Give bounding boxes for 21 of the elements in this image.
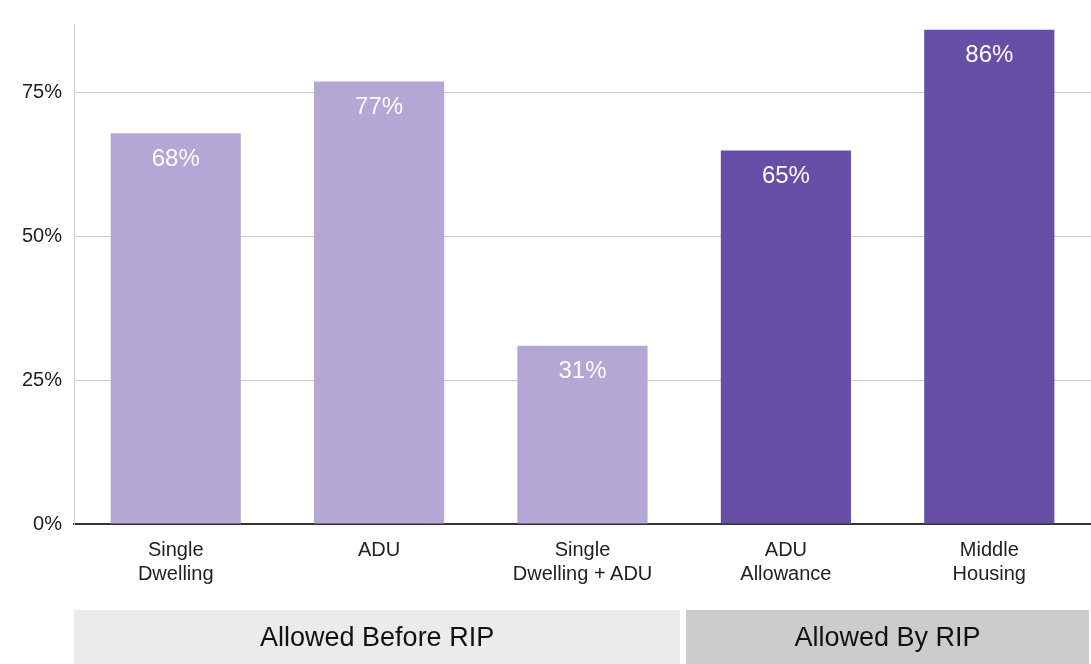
x-tick-label: ADU Allowance bbox=[740, 537, 832, 584]
bar bbox=[314, 81, 445, 524]
data-label: 77% bbox=[355, 92, 404, 120]
y-tick-label: 0% bbox=[33, 511, 63, 534]
x-tick-label: ADU bbox=[358, 537, 401, 560]
bar bbox=[110, 133, 241, 524]
bar bbox=[720, 150, 851, 524]
data-label: 31% bbox=[558, 356, 607, 384]
x-tick-label: Middle Housing bbox=[952, 537, 1026, 584]
text: Allowed Before RIP bbox=[74, 610, 681, 664]
bar bbox=[517, 345, 648, 524]
y-tick-label: 25% bbox=[22, 367, 63, 390]
x-tick-label: Single Dwelling bbox=[137, 537, 214, 584]
data-label: 86% bbox=[965, 40, 1014, 68]
y-tick-label: 50% bbox=[22, 224, 63, 247]
data-label: 65% bbox=[761, 161, 810, 189]
bar bbox=[924, 29, 1055, 524]
text: Allowed By RIP bbox=[686, 610, 1089, 664]
x-tick-label: Single Dwelling + ADU bbox=[512, 537, 653, 584]
y-tick-label: 75% bbox=[22, 80, 63, 103]
data-label: 68% bbox=[151, 143, 200, 171]
